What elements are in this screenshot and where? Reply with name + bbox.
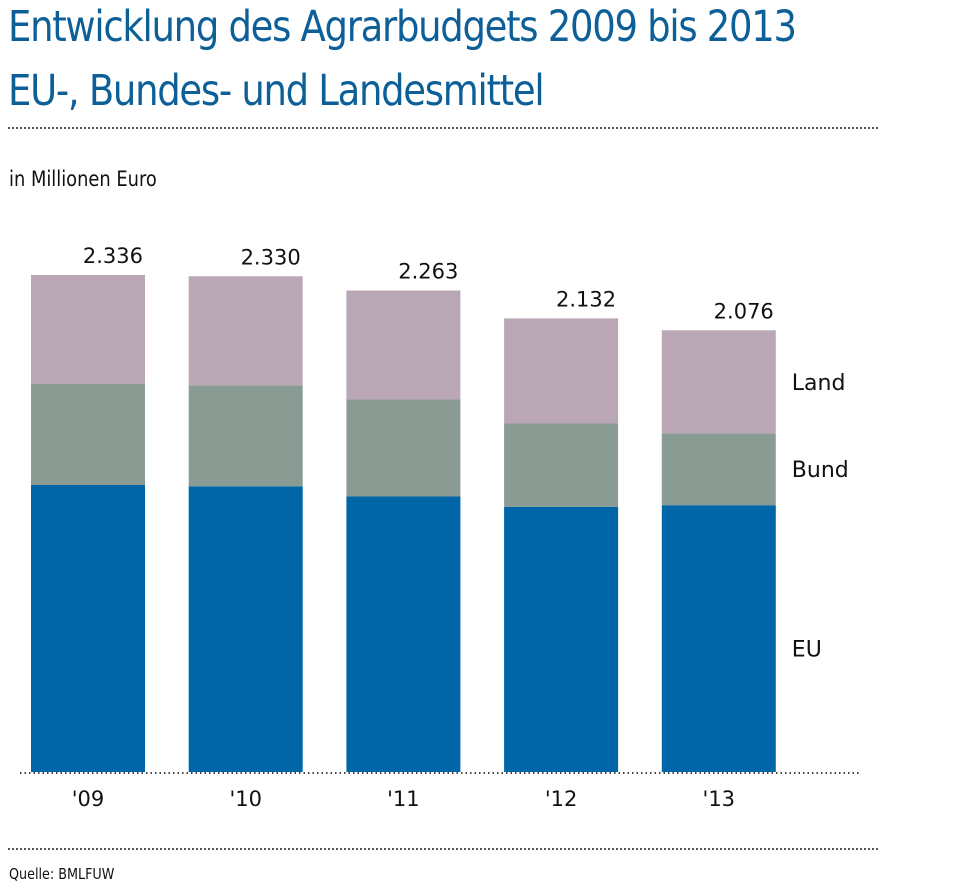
bar-segment-land-2 <box>346 290 461 400</box>
bar-segment-bund-1 <box>188 385 303 487</box>
footer-divider <box>8 848 878 850</box>
x-tick-label-0: '09 <box>72 787 105 811</box>
bar-segment-bund-3 <box>504 423 619 507</box>
bar-segment-land-0 <box>31 275 145 384</box>
legend-label-bund: Bund <box>792 458 849 483</box>
bars-group <box>31 275 776 772</box>
bar-segment-bund-2 <box>346 399 461 497</box>
total-label-3: 2.132 <box>556 287 616 311</box>
bar-segment-land-4 <box>661 330 776 434</box>
chart-title-line-1: Entwicklung des Agrarbudgets 2009 bis 20… <box>8 2 797 52</box>
bar-segment-eu-1 <box>188 486 303 772</box>
x-tick-label-1: '10 <box>229 787 262 811</box>
x-tick-label-3: '12 <box>545 787 578 811</box>
x-tick-label-2: '11 <box>387 787 420 811</box>
legend-label-eu: EU <box>792 638 822 663</box>
bar-segment-eu-2 <box>346 496 461 772</box>
x-tick-labels-group: '09 '10 '11 '12 '13 <box>72 787 735 811</box>
unit-label: in Millionen Euro <box>9 167 157 191</box>
bar-segment-land-1 <box>188 276 303 386</box>
total-label-0: 2.336 <box>83 244 143 268</box>
source-note: Quelle: BMLFUW <box>9 865 115 883</box>
bar-segment-eu-4 <box>661 505 776 772</box>
bar-segment-bund-0 <box>31 383 145 485</box>
x-tick-label-4: '13 <box>703 787 736 811</box>
bar-segment-eu-0 <box>31 484 145 772</box>
total-label-4: 2.076 <box>714 299 774 323</box>
total-label-1: 2.330 <box>241 245 301 269</box>
bar-segment-land-3 <box>504 318 619 424</box>
legend-label-land: Land <box>792 371 846 396</box>
total-labels-group: 2.336 2.330 2.263 2.132 2.076 <box>83 244 774 323</box>
chart-title-line-2: EU-, Bundes- und Landesmittel <box>8 66 545 116</box>
legend-group: EU Bund Land <box>792 371 849 663</box>
bar-segment-eu-3 <box>504 506 619 772</box>
bar-segment-bund-4 <box>661 433 776 506</box>
title-divider <box>8 127 878 129</box>
total-label-2: 2.263 <box>398 260 458 284</box>
